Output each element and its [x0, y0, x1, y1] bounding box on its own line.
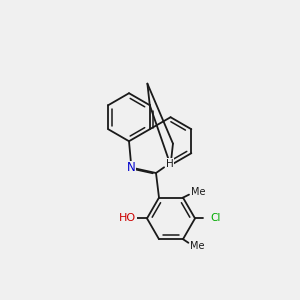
Text: Me: Me: [190, 242, 205, 251]
Text: HO: HO: [119, 213, 136, 224]
Text: Me: Me: [191, 187, 205, 197]
Text: H: H: [166, 159, 173, 169]
Text: Cl: Cl: [210, 213, 220, 224]
Text: N: N: [127, 161, 136, 174]
